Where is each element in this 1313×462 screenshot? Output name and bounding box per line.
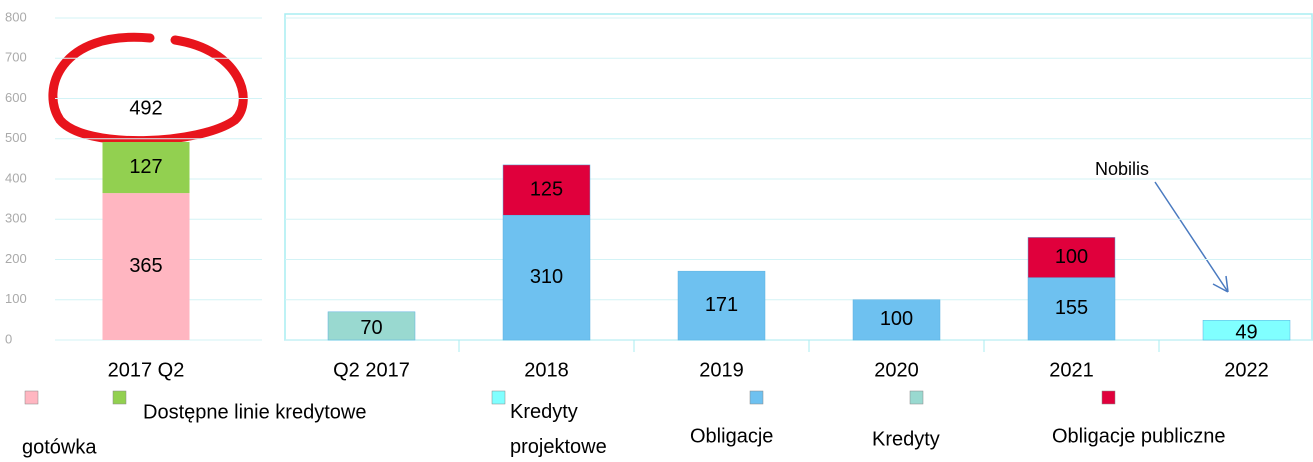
value-label: 49	[1235, 321, 1257, 343]
bar-segment	[1027, 277, 1116, 341]
y-tick-label: 300	[5, 211, 27, 226]
x-tick-label: 2018	[524, 359, 569, 381]
x-tick-label: Q2 2017	[333, 359, 410, 381]
annotation-arrow	[1154, 181, 1229, 293]
bar-segment	[1027, 237, 1116, 278]
total-label: 492	[129, 97, 162, 119]
y-tick-label: 500	[5, 130, 27, 145]
plot-frame	[284, 13, 1313, 341]
x-tick-label: 2020	[874, 359, 919, 381]
legend-label: Kredyty	[872, 428, 940, 450]
bar-segment	[327, 311, 416, 341]
legend-label: Kredyty projektowe	[510, 401, 607, 458]
annotation: Nobilis	[1095, 159, 1149, 179]
legend-swatch	[24, 390, 39, 405]
legend-label: Obligacje	[690, 425, 773, 447]
bar-segment	[852, 299, 941, 341]
legend-label: Obligacje publiczne	[1052, 425, 1225, 447]
bar-segment	[102, 193, 190, 340]
x-tick-label: 2022	[1224, 359, 1269, 381]
value-label: 171	[705, 294, 738, 316]
bar-segment	[502, 214, 591, 341]
x-tick-label: 2019	[699, 359, 744, 381]
y-tick-label: 600	[5, 90, 27, 105]
legend-swatch	[749, 390, 764, 405]
legend-swatch	[909, 390, 924, 405]
value-label: 155	[1055, 297, 1088, 319]
bar-segment	[102, 141, 190, 194]
bar-segment	[1202, 320, 1291, 341]
y-tick-label: 0	[5, 331, 12, 346]
y-tick-label: 200	[5, 251, 27, 266]
legend-swatch	[112, 390, 127, 405]
value-label: 365	[129, 255, 162, 277]
y-tick-label: 400	[5, 170, 27, 185]
x-tick-label: 2021	[1049, 359, 1094, 381]
highlight-circle	[48, 32, 248, 146]
value-label: 100	[1055, 246, 1088, 268]
value-label: 70	[360, 317, 382, 339]
y-tick-label: 700	[5, 50, 27, 65]
bar-segment	[502, 164, 591, 216]
value-label: 310	[530, 266, 563, 288]
value-label: 127	[129, 156, 162, 178]
value-label: 100	[880, 308, 913, 330]
legend-swatch	[1101, 390, 1116, 405]
legend-label: gotówka	[22, 436, 97, 458]
legend-label: Dostępne linie kredytowe	[143, 401, 366, 423]
legend-swatch	[491, 390, 506, 405]
x-tick-label: 2017 Q2	[108, 359, 185, 381]
value-label: 125	[530, 178, 563, 200]
bar-segment	[677, 270, 766, 341]
y-tick-label: 800	[5, 9, 27, 24]
y-tick-label: 100	[5, 291, 27, 306]
